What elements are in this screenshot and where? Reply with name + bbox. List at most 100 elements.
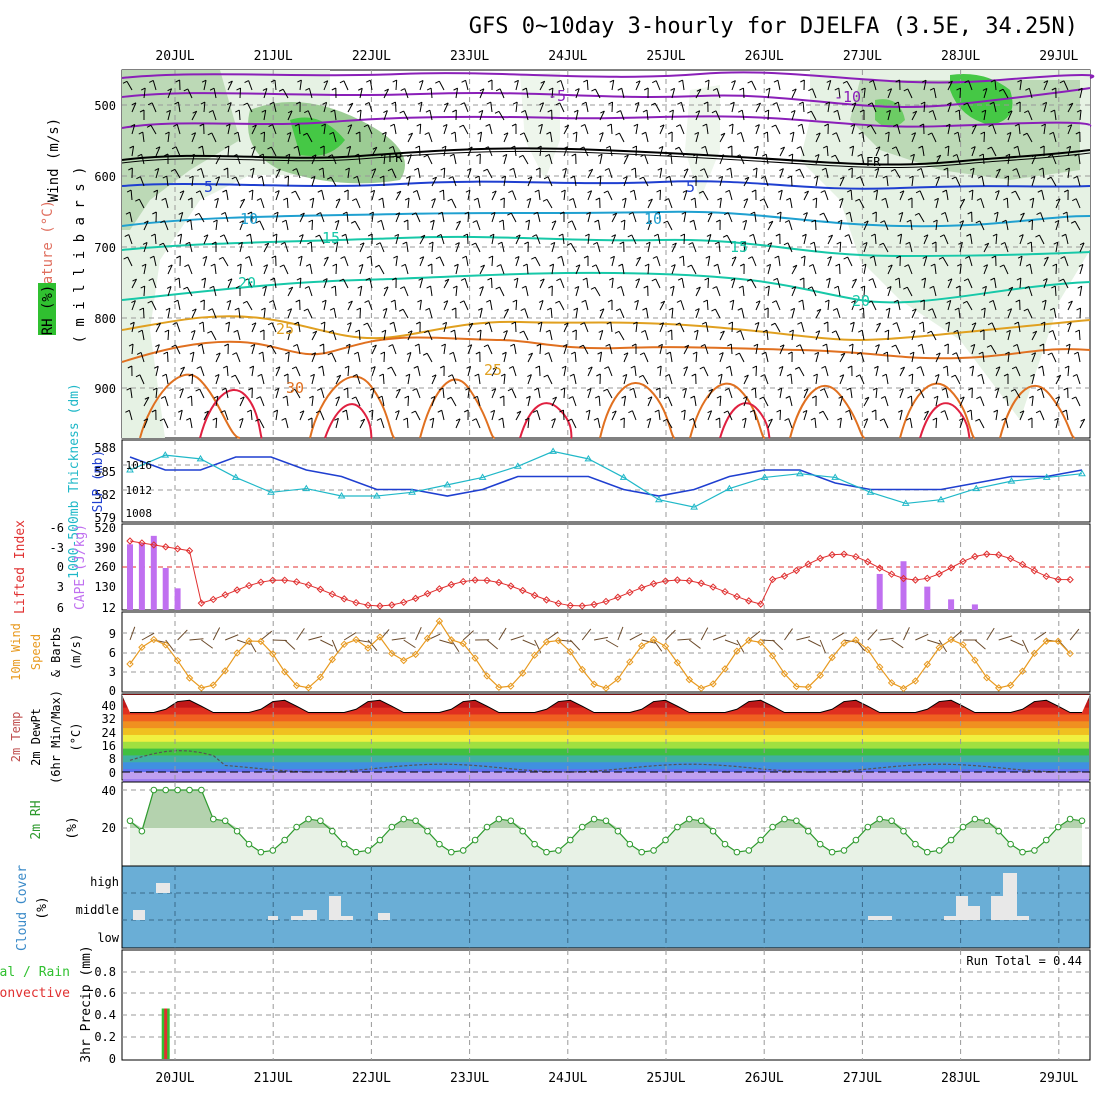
rh2m-marker: [246, 841, 252, 847]
precip-tick-06: 0.6: [94, 986, 116, 1000]
wind-tick-9: 9: [109, 627, 116, 641]
precip-bars: [162, 1009, 170, 1059]
wind-barb: [731, 344, 732, 354]
rh2m-marker: [663, 837, 669, 843]
contour-label-25-a: 25: [276, 320, 294, 338]
wind-barb: [708, 278, 709, 288]
cloud-panel-frame: [122, 866, 1090, 948]
rh2m-marker: [639, 849, 645, 855]
wind-barb: [959, 110, 960, 120]
wind-barb: [288, 176, 289, 186]
wind-barb: [468, 212, 469, 222]
cape-tick-390: 390: [94, 541, 116, 555]
top-date-label: 28JUL: [941, 49, 980, 64]
rh2m-marker: [353, 849, 359, 855]
wind-barb: [911, 396, 912, 406]
li-tick-3: 3: [57, 580, 64, 594]
contour-label-5-a: 5: [204, 178, 213, 196]
li-tick-0: 0: [57, 560, 64, 574]
wind-barb: [816, 198, 817, 208]
slp-tick-1008: 1008: [126, 507, 153, 520]
wind-barb: [983, 154, 984, 164]
wind-barb: [264, 132, 265, 142]
temp-tick-0: 0: [109, 766, 116, 780]
rh2m-marker: [687, 816, 693, 822]
wind10-ticks: 9 6 3 0: [109, 627, 116, 698]
wind-barb: [791, 176, 792, 186]
cape-tick-130: 130: [94, 580, 116, 594]
contour-label-10-b: 10: [644, 210, 662, 228]
contour-label-fr-a: FR: [388, 151, 403, 165]
ylabel-wind10-a: 10m Wind: [9, 623, 23, 681]
rh2m-marker: [568, 837, 574, 843]
ylabel-wind10-c: & Barbs: [49, 627, 63, 678]
cape-tick-12: 12: [102, 601, 116, 615]
wind-barb: [191, 396, 192, 406]
wind-barb: [1031, 242, 1032, 252]
wind-barb: [335, 286, 336, 296]
cape-panel: -6 -3 0 3 6 520 390 260 130 12 Lifted In…: [13, 520, 1090, 615]
rh2m-marker: [603, 818, 609, 824]
wind10-panel: 9 6 3 0 10m Wind Speed & Barbs (m/s): [9, 612, 1090, 698]
ylabel-temp-b: 2m DewPt: [29, 708, 43, 766]
rh2m-marker: [508, 818, 514, 824]
temp-tick-8: 8: [109, 752, 116, 766]
li-tick-6: 6: [57, 601, 64, 615]
rh2m-marker: [294, 824, 300, 830]
top-date-label: 27JUL: [843, 49, 882, 64]
wind-barb: [1032, 220, 1033, 230]
wind-barb: [1008, 176, 1009, 186]
rh2m-marker: [782, 816, 788, 822]
slp-tick-1012: 1012: [126, 484, 153, 497]
slp-tick-1016: 1016: [126, 459, 153, 472]
rh2m-marker: [829, 849, 835, 855]
precip-panel: Run Total = 0.44 0.8 0.6 0.4 0.2 0 Total…: [0, 945, 1090, 1066]
rh2m-marker: [460, 848, 466, 854]
wind-barb: [1080, 308, 1081, 318]
wind-barb: [611, 124, 612, 134]
rh2m-marker: [318, 818, 324, 824]
cloud-panel: high middle low Cloud Cover (%): [15, 865, 1090, 951]
rh2m-marker: [794, 818, 800, 824]
rh2m-marker: [520, 828, 526, 834]
precip-tick-04: 0.4: [94, 1008, 116, 1022]
bottom-date-label: 27JUL: [843, 1071, 882, 1086]
rh2m-marker: [710, 828, 716, 834]
slp-panel-frame: [122, 440, 1090, 522]
ylabel-rh: RH (%): [40, 285, 56, 336]
wind-barb: [419, 146, 420, 156]
rh2m-marker: [306, 816, 312, 822]
rh2m-marker: [627, 841, 633, 847]
wind-barb: [612, 102, 613, 112]
rh2m-marker: [972, 816, 978, 822]
wind-barb: [684, 234, 685, 244]
wind-barb: [540, 344, 541, 354]
wind-barb: [336, 264, 337, 274]
rh2m-marker: [484, 824, 490, 830]
wind-barb: [143, 308, 144, 318]
temp-band-below0: [123, 772, 1089, 779]
temp-band: [123, 728, 1089, 735]
ylabel-precip: 3hr Precip (mm): [79, 945, 94, 1062]
temp-ticks: 40 32 24 16 8 0: [102, 699, 116, 780]
rh2m-marker: [901, 828, 907, 834]
rh2m-marker: [175, 787, 181, 793]
rh2m-marker: [544, 849, 550, 855]
ylabel-wind10-b: Speed: [29, 634, 43, 670]
precip-ticks: 0.8 0.6 0.4 0.2 0: [94, 965, 116, 1066]
top-date-label: 22JUL: [352, 49, 391, 64]
ylabel-rh2m-unit: (%): [65, 816, 80, 839]
ylabel-millibars: ( m i l l i b a r s ): [72, 166, 88, 343]
wind-barb: [887, 352, 888, 362]
rh2m-marker: [817, 841, 823, 847]
wind-barb: [359, 330, 360, 340]
rh2m-marker: [1055, 824, 1061, 830]
wind-barb: [960, 88, 961, 98]
wind-tick-3: 3: [109, 665, 116, 679]
wind-barb: [240, 88, 241, 98]
rh2m-marker: [1032, 848, 1038, 854]
wind-barb: [312, 220, 313, 230]
rh2m-marker: [330, 828, 336, 834]
wind-barb: [515, 322, 516, 332]
